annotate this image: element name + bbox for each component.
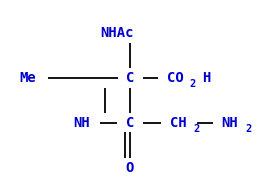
Text: C: C bbox=[126, 71, 134, 85]
Text: 2: 2 bbox=[245, 124, 251, 134]
Text: Me: Me bbox=[20, 71, 36, 85]
Text: CH: CH bbox=[170, 116, 186, 130]
Text: 2: 2 bbox=[193, 124, 199, 134]
Text: O: O bbox=[126, 161, 134, 175]
Text: NH: NH bbox=[74, 116, 90, 130]
Text: 2: 2 bbox=[190, 79, 196, 89]
Text: H: H bbox=[202, 71, 210, 85]
Text: C: C bbox=[126, 116, 134, 130]
Text: NH: NH bbox=[222, 116, 238, 130]
Text: NHAc: NHAc bbox=[100, 26, 134, 40]
Text: CO: CO bbox=[167, 71, 183, 85]
